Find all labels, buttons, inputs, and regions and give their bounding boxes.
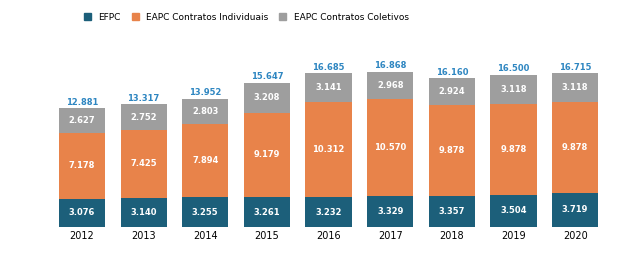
Bar: [367, 99, 413, 196]
Text: 2.752: 2.752: [130, 113, 157, 122]
Text: 9.878: 9.878: [500, 145, 526, 154]
Text: 16.500: 16.500: [497, 64, 530, 73]
Text: 3.329: 3.329: [377, 207, 403, 216]
Text: 10.570: 10.570: [374, 143, 406, 152]
Bar: [306, 73, 352, 102]
Bar: [182, 197, 228, 227]
Bar: [429, 78, 475, 105]
Text: 13.317: 13.317: [128, 94, 160, 103]
Text: 3.504: 3.504: [500, 206, 527, 215]
Text: 2.627: 2.627: [69, 116, 95, 125]
Text: 15.647: 15.647: [251, 72, 283, 81]
Legend: EFPC, EAPC Contratos Individuais, EAPC Contratos Coletivos: EFPC, EAPC Contratos Individuais, EAPC C…: [84, 12, 408, 22]
Text: 3.141: 3.141: [315, 83, 342, 92]
Bar: [491, 104, 537, 195]
Text: 12.881: 12.881: [66, 98, 98, 107]
Text: 9.878: 9.878: [562, 143, 588, 152]
Bar: [244, 112, 290, 197]
Bar: [306, 102, 352, 197]
Text: 3.118: 3.118: [562, 83, 588, 92]
Bar: [552, 73, 598, 102]
Text: 9.878: 9.878: [439, 146, 465, 155]
Text: 13.952: 13.952: [189, 88, 221, 97]
Text: 16.868: 16.868: [374, 61, 406, 70]
Text: 3.357: 3.357: [439, 207, 465, 216]
Text: 3.076: 3.076: [69, 208, 95, 217]
Text: 7.894: 7.894: [192, 156, 218, 165]
Bar: [59, 133, 105, 199]
Bar: [367, 72, 413, 99]
Text: 16.715: 16.715: [559, 63, 591, 72]
Bar: [491, 75, 537, 104]
Text: 2.924: 2.924: [438, 87, 465, 96]
Text: 9.179: 9.179: [254, 150, 280, 159]
Text: 7.178: 7.178: [69, 161, 95, 170]
Bar: [59, 199, 105, 227]
Bar: [121, 105, 167, 130]
Bar: [491, 195, 537, 227]
Text: 3.255: 3.255: [192, 208, 219, 216]
Text: 16.685: 16.685: [313, 63, 345, 72]
Text: 3.261: 3.261: [254, 208, 280, 216]
Text: 2.968: 2.968: [377, 81, 403, 90]
Bar: [182, 98, 228, 124]
Bar: [367, 196, 413, 227]
Text: 3.118: 3.118: [500, 85, 527, 94]
Text: 3.232: 3.232: [315, 208, 342, 217]
Bar: [429, 196, 475, 227]
Text: 16.160: 16.160: [436, 68, 468, 77]
Text: 7.425: 7.425: [130, 159, 157, 168]
Bar: [182, 124, 228, 197]
Bar: [244, 197, 290, 227]
Text: 3.140: 3.140: [130, 208, 157, 217]
Text: 3.208: 3.208: [254, 93, 280, 102]
Bar: [59, 109, 105, 133]
Bar: [244, 83, 290, 112]
Bar: [121, 130, 167, 198]
Bar: [552, 193, 598, 227]
Text: 10.312: 10.312: [313, 145, 345, 154]
Bar: [429, 105, 475, 196]
Bar: [121, 198, 167, 227]
Bar: [306, 197, 352, 227]
Bar: [552, 102, 598, 193]
Text: 2.803: 2.803: [192, 107, 218, 116]
Text: 3.719: 3.719: [562, 205, 588, 214]
